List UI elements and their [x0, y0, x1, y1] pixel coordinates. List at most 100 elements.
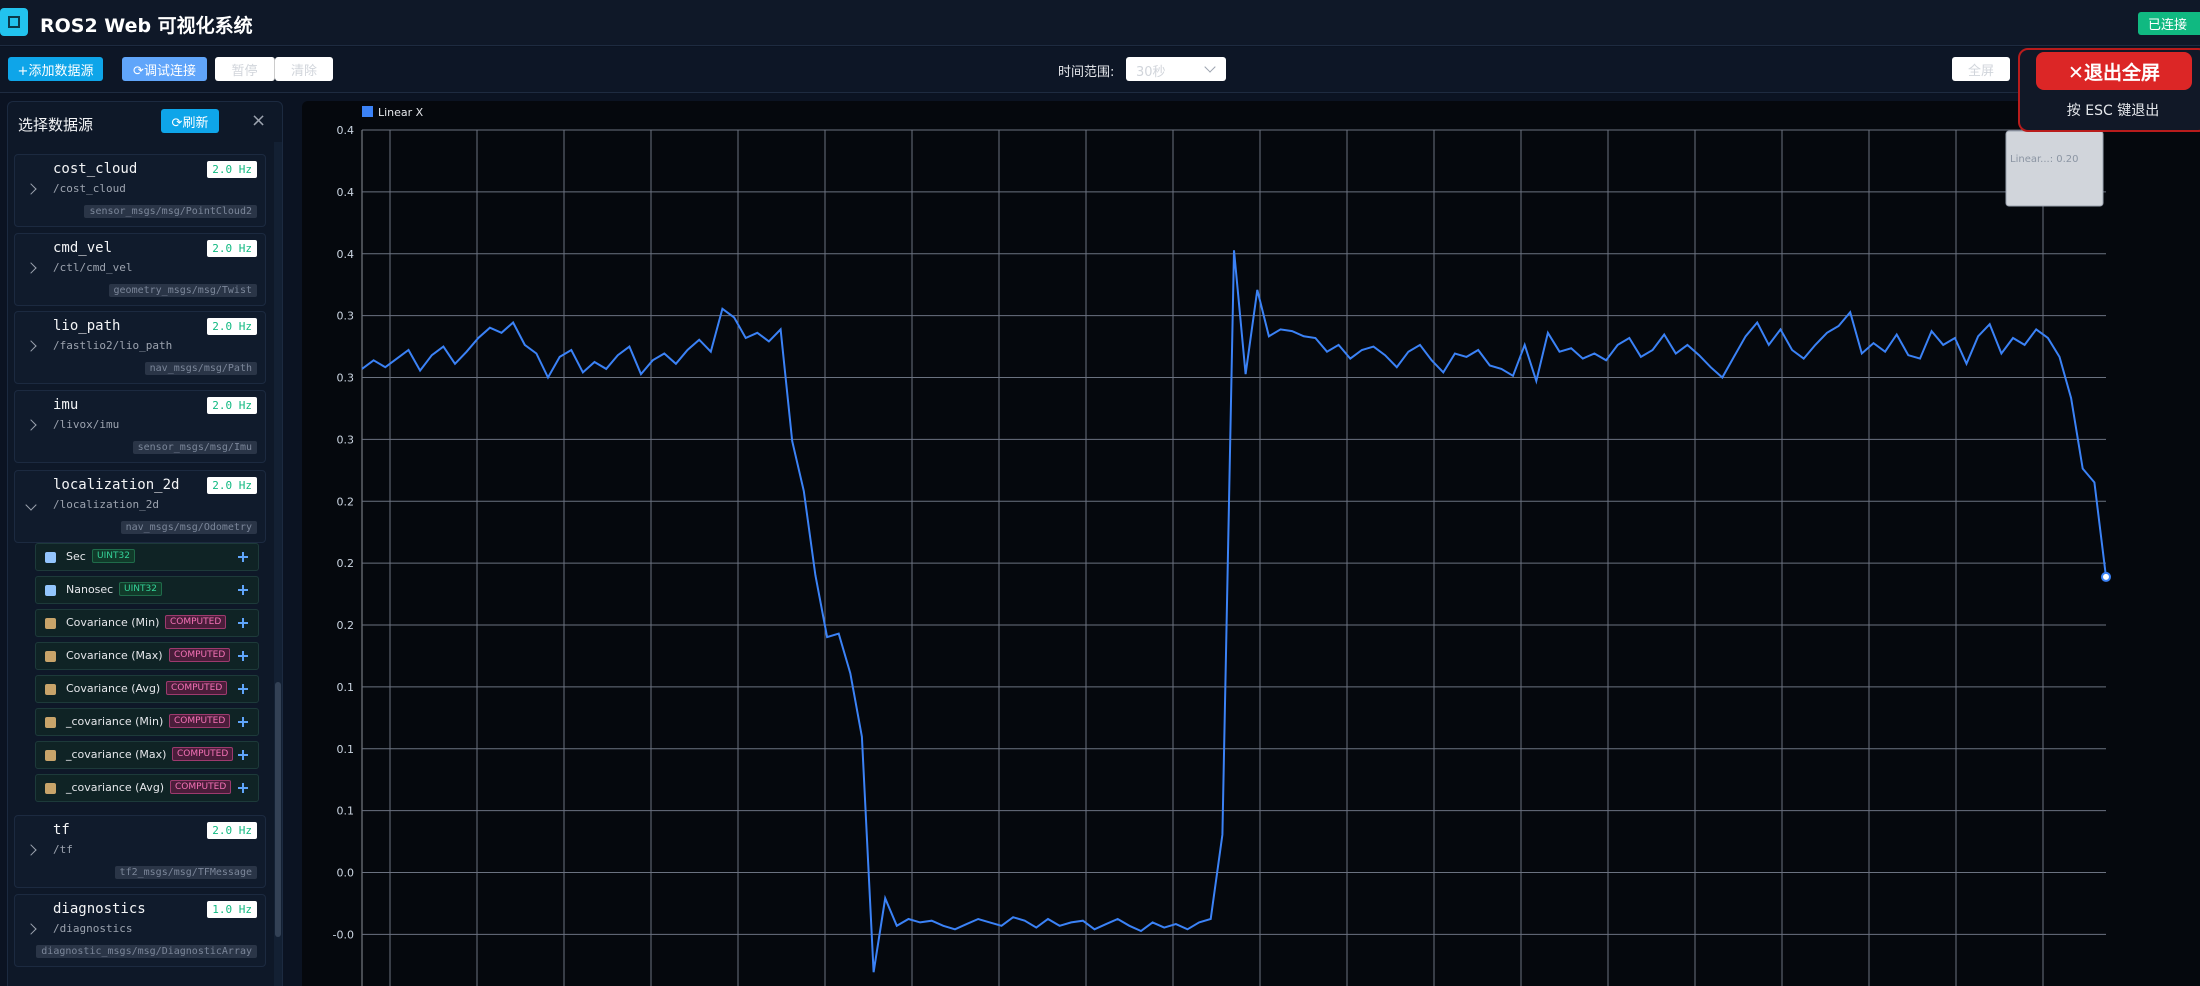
topic-name: cmd_vel: [53, 240, 113, 256]
topic-path: /fastlio2/lio_path: [53, 339, 173, 352]
legend-swatch: [362, 106, 373, 117]
field-kind: COMPUTED: [165, 615, 227, 629]
field-row[interactable]: Covariance (Max) COMPUTED: [35, 642, 259, 670]
field-row[interactable]: Sec UINT32: [35, 543, 259, 571]
expand-chevron: [25, 923, 37, 935]
refresh-button[interactable]: ⟳刷新: [161, 109, 219, 133]
topic-name: localization_2d: [53, 477, 180, 493]
field-kind: COMPUTED: [169, 648, 231, 662]
y-tick-label: 0.1: [337, 805, 355, 818]
close-button[interactable]: ×: [251, 110, 267, 131]
time-range-value: 30秒: [1136, 65, 1166, 80]
plus-v: [242, 684, 244, 694]
add-field-button[interactable]: [238, 618, 248, 628]
header: ROS2 Web 可视化系统 已连接: [0, 0, 2200, 46]
topic-name: diagnostics: [53, 901, 146, 917]
topic-rate: 1.0 Hz: [207, 901, 257, 918]
field-icon: [45, 684, 56, 695]
add-field-button[interactable]: [238, 585, 248, 595]
topic-card[interactable]: cost_cloud/cost_cloud 2.0 Hz sensor_msgs/m…: [14, 154, 266, 227]
expand-chevron: [25, 499, 37, 511]
y-tick-label: 0.4: [337, 248, 355, 261]
exit-fullscreen-button[interactable]: ✕退出全屏: [2036, 52, 2192, 90]
field-icon: [45, 783, 56, 794]
field-icon: [45, 552, 56, 563]
topic-card[interactable]: imu/livox/imu 2.0 Hz sensor_msgs/msg/Imu: [14, 390, 266, 463]
plus-v: [242, 651, 244, 661]
fullscreen-button[interactable]: 全屏: [1952, 57, 2010, 81]
plus-v: [242, 618, 244, 628]
fullscreen-overlay: ✕退出全屏 按 ESC 键退出: [2018, 48, 2200, 132]
field-kind: COMPUTED: [170, 780, 232, 794]
field-name: _covariance (Min): [66, 715, 164, 728]
add-field-button[interactable]: [238, 684, 248, 694]
field-kind: UINT32: [92, 549, 135, 563]
topic-name: lio_path: [53, 318, 121, 334]
field-name: Nanosec: [66, 583, 114, 596]
plus-v: [242, 750, 244, 760]
plus-v: [242, 783, 244, 793]
field-kind: COMPUTED: [172, 747, 234, 761]
field-row[interactable]: Covariance (Avg) COMPUTED: [35, 675, 259, 703]
field-row[interactable]: Nanosec UINT32: [35, 576, 259, 604]
field-name: Covariance (Avg): [66, 682, 161, 695]
scroll-thumb[interactable]: [275, 682, 281, 937]
field-row[interactable]: Covariance (Min) COMPUTED: [35, 609, 259, 637]
topic-type: sensor_msgs/msg/PointCloud2: [84, 205, 257, 218]
add-field-button[interactable]: [238, 651, 248, 661]
field-name: _covariance (Max): [66, 748, 167, 761]
pause-button[interactable]: 暂停: [215, 57, 275, 81]
y-tick-label: 0.2: [337, 619, 355, 632]
y-tick-label: 0.2: [337, 557, 355, 570]
topic-type: sensor_msgs/msg/Imu: [132, 441, 257, 454]
field-kind: COMPUTED: [169, 714, 231, 728]
add-field-button[interactable]: [238, 717, 248, 727]
expand-chevron: [25, 262, 37, 274]
expand-chevron: [25, 419, 37, 431]
y-tick-label: 0.4: [337, 124, 355, 137]
y-tick-label: 0.1: [337, 681, 355, 694]
topic-rate: 2.0 Hz: [207, 318, 257, 335]
time-range-select[interactable]: 30秒: [1126, 57, 1226, 81]
add-source-button[interactable]: +添加数据源: [8, 57, 103, 81]
field-name: Covariance (Min): [66, 616, 160, 629]
field-kind: UINT32: [119, 582, 162, 596]
add-field-button[interactable]: [238, 552, 248, 562]
topic-card[interactable]: tf/tf 2.0 Hz tf2_msgs/msg/TFMessage: [14, 815, 266, 888]
topic-rate: 2.0 Hz: [207, 161, 257, 178]
field-name: _covariance (Avg): [66, 781, 165, 794]
field-icon: [45, 750, 56, 761]
topic-card[interactable]: diagnostics/diagnostics 1.0 Hz diagnostic_…: [14, 894, 266, 967]
data-line: [361, 250, 2107, 973]
topic-path: /livox/imu: [53, 418, 120, 431]
select-caret: [1204, 61, 1216, 73]
add-field-button[interactable]: [238, 750, 248, 760]
scroll-track: [274, 142, 282, 986]
exit-hint: 按 ESC 键退出: [2066, 103, 2160, 119]
expand-chevron: [25, 183, 37, 195]
field-name: Sec: [66, 550, 86, 563]
time-range-label: 时间范围:: [1058, 65, 1115, 80]
topic-card[interactable]: cmd_vel/ctl/cmd_vel 2.0 Hz geometry_msgs/m…: [14, 233, 266, 306]
topic-type: nav_msgs/msg/Path: [144, 362, 257, 375]
field-icon: [45, 618, 56, 629]
plus-v: [242, 717, 244, 727]
add-field-button[interactable]: [238, 783, 248, 793]
topic-rate: 2.0 Hz: [207, 477, 257, 494]
status-badge[interactable]: 已连接: [2138, 12, 2200, 35]
topic-path: /tf: [53, 843, 73, 856]
field-icon: [45, 717, 56, 728]
app-title: ROS2 Web 可视化系统: [40, 15, 253, 37]
clear-button[interactable]: 清除: [275, 57, 333, 81]
topic-card[interactable]: localization_2d/localization_2d 2.0 Hz nav…: [14, 470, 266, 543]
debug-button[interactable]: ⟳调试连接: [122, 57, 207, 81]
field-row[interactable]: _covariance (Min) COMPUTED: [35, 708, 259, 736]
topic-rate: 2.0 Hz: [207, 397, 257, 414]
topic-card[interactable]: lio_path/fastlio2/lio_path 2.0 Hz nav_msgs…: [14, 311, 266, 384]
y-tick-label: 0.3: [337, 372, 355, 385]
field-kind: COMPUTED: [166, 681, 228, 695]
field-name: Covariance (Max): [66, 649, 163, 662]
field-row[interactable]: _covariance (Max) COMPUTED: [35, 741, 259, 769]
field-row[interactable]: _covariance (Avg) COMPUTED: [35, 774, 259, 802]
